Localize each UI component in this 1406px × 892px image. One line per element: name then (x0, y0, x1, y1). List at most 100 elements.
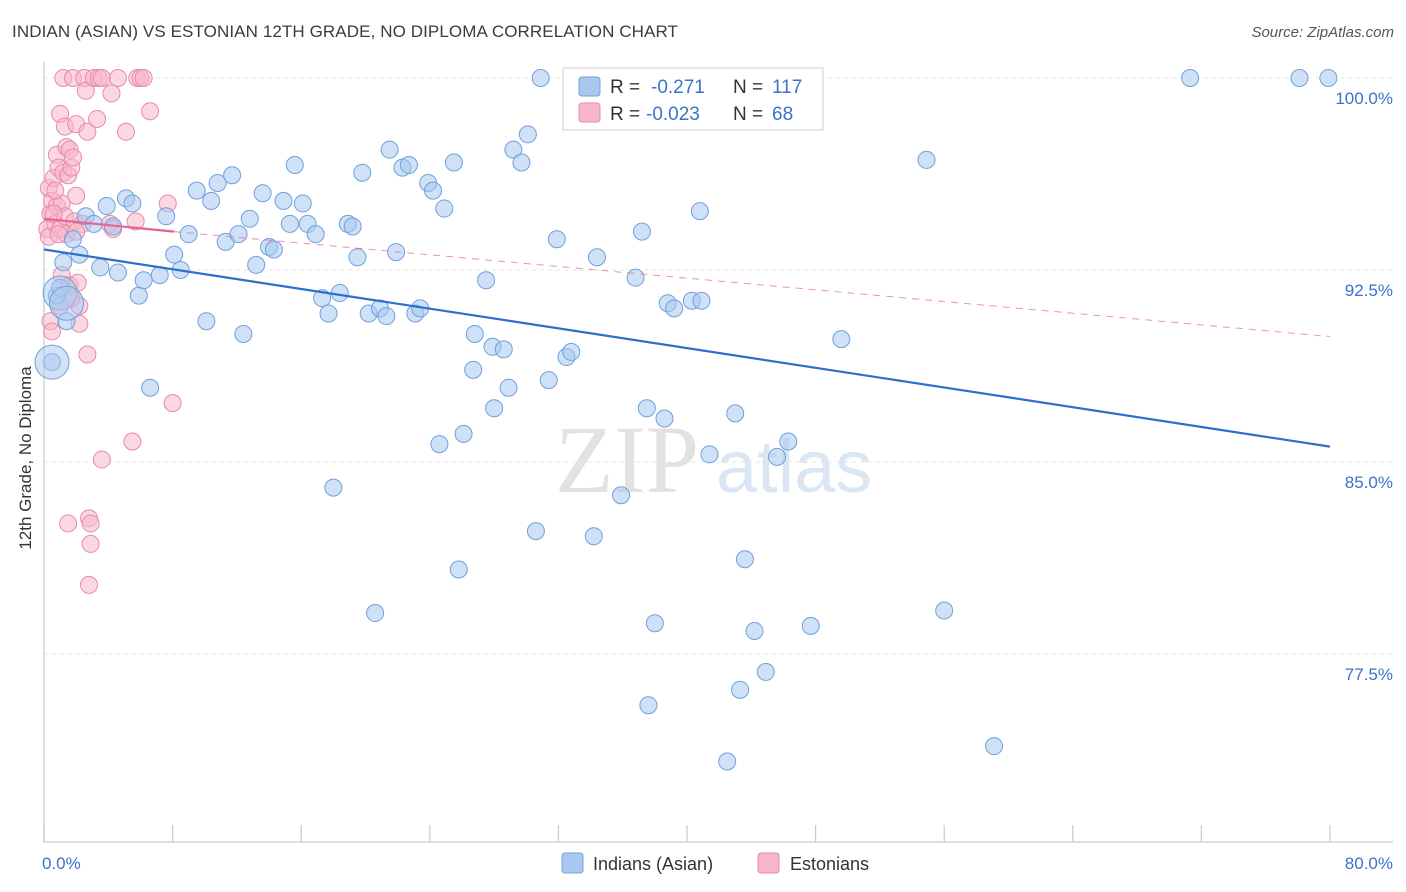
data-point (465, 325, 484, 343)
data-point (78, 345, 97, 364)
data-point (141, 102, 160, 121)
data-point (108, 263, 127, 282)
data-point (129, 286, 148, 305)
data-point (726, 404, 745, 423)
data-point (424, 181, 443, 200)
legend-label-indians[interactable]: Indians (Asian) (593, 854, 713, 874)
data-point (637, 399, 656, 418)
data-point (343, 217, 362, 236)
data-point (745, 621, 764, 640)
legend-swatch-estonians[interactable] (757, 852, 780, 874)
data-point (485, 399, 504, 418)
data-point (123, 432, 142, 451)
gridlines (44, 77, 1393, 655)
data-point (366, 604, 385, 623)
data-point (353, 163, 372, 182)
chart-source: Source: ZipAtlas.com (1251, 24, 1394, 41)
stats-r-value-indians: -0.271 (651, 77, 705, 98)
data-point (665, 299, 684, 318)
trend-line-estonians (43, 217, 175, 233)
x-tick-labels: 0.0% 80.0% (42, 854, 1393, 873)
data-point (123, 194, 142, 213)
x-tick-label-max: 80.0% (1345, 854, 1393, 873)
data-point (700, 445, 719, 464)
data-point (306, 225, 325, 244)
data-point (92, 69, 111, 87)
data-point (935, 601, 954, 620)
data-point (81, 534, 100, 553)
data-point (430, 435, 449, 454)
data-point (512, 153, 531, 172)
data-point (63, 148, 82, 167)
data-point (917, 150, 936, 169)
data-point (348, 248, 367, 267)
data-point (1181, 69, 1200, 87)
data-point (626, 268, 645, 287)
data-point (179, 225, 198, 244)
data-point (102, 84, 121, 103)
data-point (91, 258, 110, 277)
data-point (165, 245, 184, 264)
data-point (134, 271, 153, 290)
trend-lines (43, 217, 1331, 448)
y-tick-label: 92.5% (1345, 281, 1393, 300)
data-point (202, 191, 221, 210)
data-point (435, 199, 454, 218)
trend-line-indians (43, 248, 1331, 448)
data-point (223, 166, 242, 185)
data-point (1290, 69, 1309, 87)
stats-swatch-estonians (578, 102, 601, 123)
legend-swatch-indians[interactable] (561, 852, 584, 874)
data-point (504, 140, 523, 159)
data-point (46, 181, 65, 200)
data-point (399, 156, 418, 175)
indians-points (34, 69, 1338, 771)
stats-r-value-estonians: -0.023 (646, 104, 700, 125)
legend-label-estonians[interactable]: Estonians (790, 854, 869, 874)
data-point (449, 560, 468, 579)
data-point (116, 122, 135, 141)
stats-n-label-estonians: N = (733, 104, 763, 125)
data-point (718, 752, 737, 771)
y-tick-label: 100.0% (1335, 89, 1393, 108)
data-point (247, 255, 266, 274)
data-point (1319, 69, 1338, 87)
trend-line-extension-estonians (174, 231, 1331, 338)
data-point (78, 122, 97, 141)
data-point (67, 186, 86, 205)
data-point (280, 214, 299, 233)
data-point (464, 360, 483, 379)
data-point (97, 197, 116, 215)
data-point (274, 191, 293, 210)
data-point (531, 69, 550, 87)
data-point (444, 153, 463, 172)
data-point (499, 378, 518, 397)
data-point (518, 125, 537, 144)
data-point (126, 212, 145, 231)
data-point (240, 209, 259, 228)
data-point (645, 614, 664, 633)
stats-legend: R = -0.271 N = 117 R = -0.023 N = 68 (562, 67, 824, 131)
data-point (163, 394, 182, 413)
data-point (59, 514, 78, 533)
data-point (229, 225, 248, 244)
data-point (832, 330, 851, 349)
data-point (526, 522, 545, 541)
data-point (584, 527, 603, 546)
data-point (197, 312, 216, 331)
data-point (801, 616, 820, 635)
data-point (285, 156, 304, 175)
data-point (187, 181, 206, 200)
data-point (632, 222, 651, 241)
data-point (264, 240, 283, 259)
data-point (377, 307, 396, 326)
data-point (157, 207, 176, 226)
data-point (547, 230, 566, 249)
data-point (690, 202, 709, 221)
data-point (88, 109, 107, 128)
y-tick-label: 85.0% (1345, 473, 1393, 492)
data-point (454, 424, 473, 443)
data-point-large (49, 285, 85, 321)
data-point (54, 253, 73, 272)
